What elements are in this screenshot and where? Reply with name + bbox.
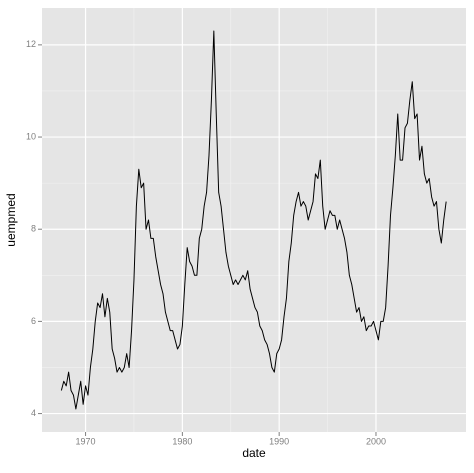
y-tick-label: 10 [26,131,36,141]
x-tick-label: 2000 [366,436,386,446]
y-tick-label: 6 [31,316,36,326]
x-tick-label: 1970 [76,436,96,446]
y-axis-title: uempmed [4,193,18,246]
plot-panel [42,8,466,432]
line-series [60,30,447,410]
x-axis-title: date [242,446,266,460]
y-tick-label: 4 [31,408,36,418]
x-tick-label: 1990 [269,436,289,446]
y-tick-label: 8 [31,224,36,234]
y-tick-label: 12 [26,39,36,49]
x-tick-label: 1980 [172,436,192,446]
